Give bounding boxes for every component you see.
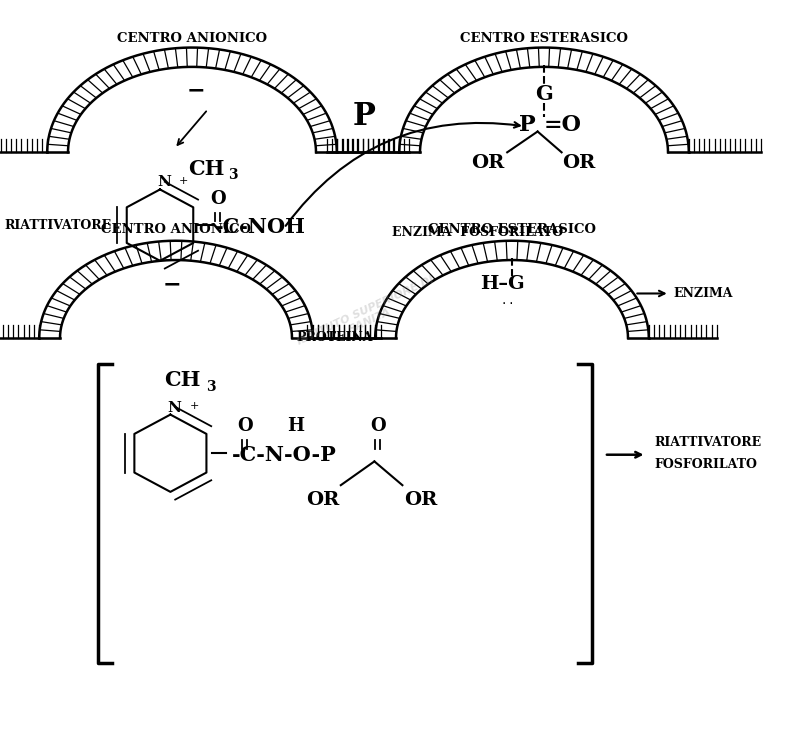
Text: H: H xyxy=(287,417,305,435)
Text: CH: CH xyxy=(164,371,201,390)
Text: CENTRO ESTERASICO: CENTRO ESTERASICO xyxy=(428,224,596,236)
Text: N: N xyxy=(167,400,182,415)
Text: +: + xyxy=(190,401,199,411)
Text: ENZIMA  FOSFORILATO: ENZIMA FOSFORILATO xyxy=(392,226,563,239)
Text: CH: CH xyxy=(188,160,225,179)
Text: FOSFORILATO: FOSFORILATO xyxy=(654,458,758,471)
Text: OR: OR xyxy=(306,491,339,509)
Text: G: G xyxy=(535,85,553,104)
Text: ISTITUTO SUPERIORE DI
SANITÀ: ISTITUTO SUPERIORE DI SANITÀ xyxy=(295,274,441,357)
Text: 3: 3 xyxy=(206,380,215,394)
Text: -C-N-O-P: -C-N-O-P xyxy=(232,445,337,464)
Text: O: O xyxy=(370,417,386,435)
Text: -C-NOH: -C-NOH xyxy=(214,217,306,236)
Text: OR: OR xyxy=(471,155,505,172)
Text: CENTRO ESTERASICO: CENTRO ESTERASICO xyxy=(460,32,628,45)
Text: OR: OR xyxy=(404,491,438,509)
Text: P: P xyxy=(519,114,536,136)
Text: P: P xyxy=(353,101,375,132)
Text: ENZIMA: ENZIMA xyxy=(674,287,733,300)
Text: . .: . . xyxy=(502,293,514,308)
Text: RIATTIVATORE: RIATTIVATORE xyxy=(654,435,762,449)
Text: O: O xyxy=(237,417,253,435)
Text: RIATTIVATORE: RIATTIVATORE xyxy=(4,218,111,232)
Text: H–G: H–G xyxy=(480,275,525,293)
Text: O: O xyxy=(210,190,226,208)
Text: CENTRO ANIONICO: CENTRO ANIONICO xyxy=(101,224,251,236)
Text: =O: =O xyxy=(544,114,582,136)
Text: CENTRO ANIONICO: CENTRO ANIONICO xyxy=(117,32,267,45)
Text: PROTEINA: PROTEINA xyxy=(296,331,373,344)
Text: −: − xyxy=(162,275,182,294)
Text: 3: 3 xyxy=(228,169,238,182)
Text: N: N xyxy=(157,175,171,189)
Text: +: + xyxy=(178,176,188,186)
Text: OR: OR xyxy=(562,155,596,172)
Text: −: − xyxy=(186,81,206,100)
